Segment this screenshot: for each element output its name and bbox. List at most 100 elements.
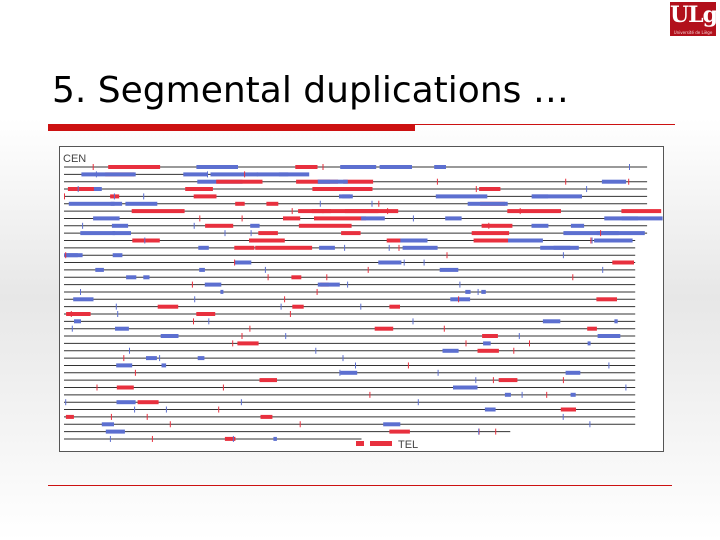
intrachromosomal-duplication <box>339 194 351 199</box>
intrachromosomal-duplication <box>442 348 459 353</box>
intrachromosomal-duplication <box>115 326 129 331</box>
interchromosomal-duplication <box>295 165 318 169</box>
interchromosomal-duplication <box>255 245 313 250</box>
intrachromosomal-duplication <box>196 165 238 169</box>
intrachromosomal-duplication <box>110 201 123 206</box>
interchromosomal-duplication <box>477 348 499 353</box>
intrachromosomal-duplication <box>570 223 585 228</box>
intrachromosomal-duplication <box>402 245 438 250</box>
logo-subtext: Université de Liège <box>673 30 713 35</box>
intrachromosomal-duplication <box>604 216 638 221</box>
interchromosomal-duplication <box>137 400 159 405</box>
intrachromosomal-duplication <box>531 223 549 228</box>
interchromosomal-duplication <box>260 414 273 419</box>
interchromosomal-duplication <box>249 238 285 243</box>
intrachromosomal-duplication <box>601 179 627 184</box>
intrachromosomal-duplication <box>563 231 619 236</box>
intrachromosomal-duplication <box>361 216 385 221</box>
duplication-map: CEN TEL <box>63 153 663 451</box>
intrachromosomal-duplication <box>484 407 496 412</box>
interchromosomal-duplication <box>292 304 304 309</box>
intrachromosomal-duplication <box>146 356 157 361</box>
intrachromosomal-duplication <box>234 260 252 265</box>
intrachromosomal-duplication <box>80 231 116 236</box>
interchromosomal-duplication <box>283 216 301 221</box>
tel-label: TEL <box>398 439 418 451</box>
interchromosomal-duplication <box>193 194 217 199</box>
intrachromosomal-duplication <box>183 172 208 177</box>
intrachromosomal-duplication <box>383 422 401 427</box>
intrachromosomal-duplication <box>66 253 83 258</box>
intrachromosomal-duplication <box>483 341 491 346</box>
interchromosomal-duplication <box>386 238 402 243</box>
intrachromosomal-duplication <box>160 334 179 338</box>
interchromosomal-duplication <box>312 187 325 191</box>
intrachromosomal-duplication <box>81 172 136 177</box>
intrachromosomal-duplication <box>116 363 133 368</box>
interchromosomal-duplication <box>196 312 216 316</box>
intrachromosomal-duplication <box>126 275 137 280</box>
footer-rule <box>48 485 672 486</box>
interchromosomal-duplication <box>224 436 236 441</box>
interchromosomal-duplication <box>560 407 576 412</box>
intrachromosomal-duplication <box>105 429 125 434</box>
interchromosomal-duplication <box>132 238 160 243</box>
intrachromosomal-duplication <box>439 267 459 272</box>
interchromosomal-duplication <box>479 187 501 191</box>
interchromosomal-duplication <box>291 275 302 280</box>
intrachromosomal-duplication <box>220 289 224 294</box>
intrachromosomal-duplication <box>143 275 150 280</box>
interchromosomal-duplication <box>108 165 161 169</box>
intrachromosomal-duplication <box>116 400 136 405</box>
intrachromosomal-duplication <box>531 194 582 199</box>
interchromosomal-duplication <box>67 187 94 191</box>
slide-title: 5. Segmental duplications … <box>52 70 569 111</box>
interchromosomal-duplication <box>66 312 91 316</box>
intrachromosomal-duplication <box>101 422 114 427</box>
chromosome-lines <box>64 164 663 446</box>
intrachromosomal-duplication <box>273 436 277 441</box>
intrachromosomal-duplication <box>161 363 167 368</box>
interchromosomal-duplication <box>343 179 374 184</box>
interchromosomal-duplication <box>612 260 634 265</box>
intrachromosomal-duplication <box>93 216 120 221</box>
intrachromosomal-duplication <box>199 267 205 272</box>
intrachromosomal-duplication <box>232 172 259 177</box>
intrachromosomal-duplication <box>317 179 348 184</box>
intrachromosomal-duplication <box>504 392 511 397</box>
intrachromosomal-duplication <box>74 319 81 324</box>
logo-text: ULg <box>670 2 718 28</box>
intrachromosomal-duplication <box>340 370 358 375</box>
intrachromosomal-duplication <box>445 216 462 221</box>
intrachromosomal-duplication <box>278 172 310 177</box>
intrachromosomal-duplication <box>400 238 428 243</box>
interchromosomal-duplication <box>481 223 513 228</box>
intrachromosomal-duplication <box>317 282 340 287</box>
intrachromosomal-duplication <box>68 201 115 206</box>
interchromosomal-duplication <box>205 223 234 228</box>
intrachromosomal-duplication <box>340 165 377 169</box>
interchromosomal-duplication <box>131 209 185 214</box>
interchromosomal-duplication <box>296 179 339 184</box>
intrachromosomal-duplication <box>570 392 576 397</box>
interchromosomal-duplication <box>234 245 255 250</box>
interchromosomal-duplication <box>65 414 74 419</box>
interchromosomal-duplication <box>322 209 379 214</box>
intrachromosomal-duplication <box>465 289 471 294</box>
intrachromosomal-duplication <box>481 289 486 294</box>
interchromosomal-duplication <box>374 326 394 331</box>
interchromosomal-duplication <box>596 297 617 302</box>
intrachromosomal-duplication <box>621 216 663 221</box>
cen-label: CEN <box>63 153 86 165</box>
intrachromosomal-duplication <box>204 282 222 287</box>
intrachromosomal-duplication <box>435 194 488 199</box>
intrachromosomal-duplication <box>553 245 579 250</box>
interchromosomal-duplication <box>389 429 410 434</box>
interchromosomal-duplication <box>314 216 367 221</box>
interchromosomal-duplication <box>216 179 263 184</box>
intrachromosomal-duplication <box>499 238 543 243</box>
interchromosomal-duplication <box>328 187 343 191</box>
interchromosomal-duplication <box>507 209 561 214</box>
title-underline-thin <box>415 124 675 125</box>
intrachromosomal-duplication <box>198 245 209 250</box>
